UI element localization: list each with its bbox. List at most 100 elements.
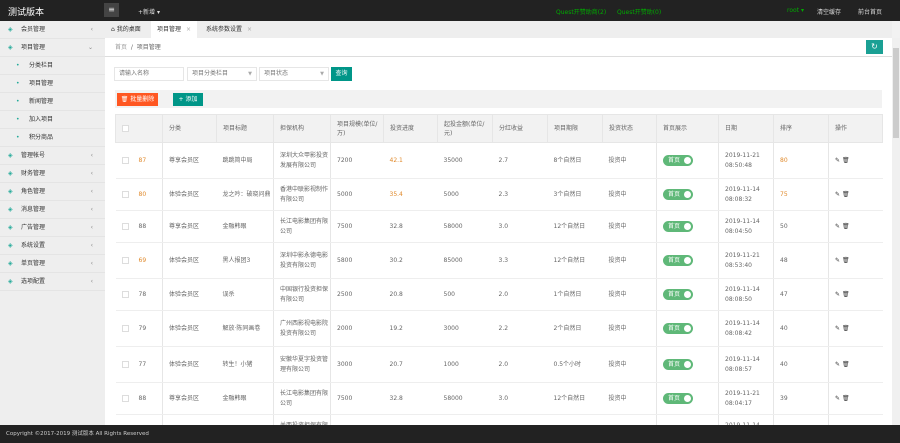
- tab-system-settings[interactable]: 系统参数设置 ×: [200, 21, 258, 38]
- category-select[interactable]: 项目分类栏目 ▼: [187, 67, 257, 81]
- cell-scale: 2000: [330, 310, 384, 347]
- row-checkbox[interactable]: [121, 190, 129, 198]
- sidebar-item[interactable]: • 积分商品: [0, 129, 105, 147]
- cell-date: 2019-11-14 08:08:50: [718, 278, 774, 311]
- tab-desktop[interactable]: ⌂ 我的桌面: [105, 21, 147, 38]
- sidebar-item[interactable]: • 项目管理: [0, 75, 105, 93]
- cell-status: 投资中: [602, 210, 657, 243]
- edit-icon[interactable]: ✎: [835, 256, 841, 264]
- column-header: 排序: [773, 114, 829, 143]
- cell-sort: 47: [773, 278, 829, 311]
- cell-yield: 3.0: [492, 210, 548, 243]
- row-checkbox[interactable]: [121, 156, 129, 164]
- refresh-button[interactable]: ↻: [866, 40, 883, 54]
- cell-cat: 体验会员区: [162, 242, 217, 279]
- settings-icon: ◈: [8, 242, 13, 249]
- query-button[interactable]: 查询: [331, 67, 352, 81]
- sidebar-item[interactable]: ◈ 系统设置 ‹: [0, 237, 105, 255]
- status-select[interactable]: 项目状态 ▼: [259, 67, 329, 81]
- row-checkbox[interactable]: [121, 324, 129, 332]
- cell-home: 首页: [656, 210, 719, 243]
- sidebar-item[interactable]: ◈ 财务管理 ‹: [0, 165, 105, 183]
- cell-yield: 2.3: [492, 178, 548, 211]
- cell-cat: 体验会员区: [162, 278, 217, 311]
- cell-term: 3个自然日: [547, 178, 603, 211]
- keyword-input[interactable]: 请输入名称: [114, 67, 184, 81]
- edit-icon[interactable]: ✎: [835, 290, 841, 298]
- row-checkbox[interactable]: [121, 290, 129, 298]
- sidebar-item[interactable]: ◈ 单页管理 ‹: [0, 255, 105, 273]
- cell-cat: 体验会员区: [162, 178, 217, 211]
- delete-icon[interactable]: 🗑: [841, 222, 850, 230]
- sidebar-item[interactable]: ◈ 会员管理 ‹: [0, 21, 105, 39]
- home-display-toggle[interactable]: 首页: [663, 155, 693, 166]
- delete-icon[interactable]: 🗑: [841, 190, 850, 198]
- add-button[interactable]: + 添加: [173, 93, 203, 106]
- tab-project-manage[interactable]: 项目管理 ×: [151, 21, 198, 38]
- frontend-home-link[interactable]: 前台首页: [858, 9, 883, 16]
- delete-icon[interactable]: 🗑: [841, 324, 850, 332]
- sidebar-item[interactable]: ◈ 选项配置 ‹: [0, 273, 105, 291]
- row-checkbox[interactable]: [121, 394, 129, 402]
- sidebar-item[interactable]: ◈ 广告管理 ‹: [0, 219, 105, 237]
- row-checkbox[interactable]: [121, 222, 129, 230]
- home-display-toggle[interactable]: 首页: [663, 359, 693, 370]
- home-display-toggle[interactable]: 首页: [663, 221, 693, 232]
- sidebar-item[interactable]: ◈ 消息管理 ‹: [0, 201, 105, 219]
- user-menu[interactable]: root ▾: [787, 7, 804, 14]
- new-dropdown[interactable]: +新增 ▾: [138, 9, 160, 16]
- home-display-toggle[interactable]: 首页: [663, 393, 693, 404]
- column-header: 投资进度: [383, 114, 438, 143]
- cell-cat: 体验会员区: [162, 310, 217, 347]
- sidebar-item[interactable]: ◈ 管理帐号 ‹: [0, 147, 105, 165]
- folder-icon: ◈: [8, 44, 13, 51]
- cell-yield: 3.0: [492, 382, 548, 415]
- home-display-toggle[interactable]: 首页: [663, 289, 693, 300]
- home-display-toggle[interactable]: 首页: [663, 255, 693, 266]
- topbar-link-2[interactable]: Quest开赞助(0): [617, 9, 662, 16]
- vertical-scrollbar[interactable]: [892, 38, 900, 425]
- cell-term: 12个自然日: [547, 210, 603, 243]
- cell-min: 10000: [437, 414, 493, 425]
- batch-delete-button[interactable]: 🗑 批量删除: [117, 93, 158, 106]
- sidebar-item-label: 选项配置: [21, 278, 46, 285]
- topbar-link-1[interactable]: Quest开赞助商(2): [556, 9, 607, 16]
- delete-icon[interactable]: 🗑: [841, 394, 850, 402]
- select-all-checkbox[interactable]: [122, 125, 129, 132]
- delete-icon[interactable]: 🗑: [841, 290, 850, 298]
- row-checkbox[interactable]: [121, 256, 129, 264]
- sidebar-item[interactable]: • 加入项目: [0, 111, 105, 129]
- chevron-icon: ‹: [90, 242, 93, 249]
- cell-org: 香港中联影视制作有限公司: [273, 178, 331, 211]
- home-display-toggle[interactable]: 首页: [663, 189, 693, 200]
- cell-sort: 50: [773, 210, 829, 243]
- close-icon[interactable]: ×: [247, 26, 253, 33]
- clear-cache-link[interactable]: 清空缓存: [817, 9, 842, 16]
- edit-icon[interactable]: ✎: [835, 394, 841, 402]
- sidebar-item[interactable]: ◈ 项目管理 ⌄: [0, 39, 105, 57]
- delete-icon[interactable]: 🗑: [841, 360, 850, 368]
- cell-home: 首页: [656, 346, 719, 383]
- scrollbar-thumb[interactable]: [893, 48, 899, 138]
- close-icon[interactable]: ×: [186, 26, 192, 33]
- edit-icon[interactable]: ✎: [835, 156, 841, 164]
- edit-icon[interactable]: ✎: [835, 324, 841, 332]
- sidebar-item[interactable]: • 分类栏目: [0, 57, 105, 75]
- menu-toggle-button[interactable]: ≡: [104, 3, 119, 17]
- cell-min: 58000: [437, 210, 493, 243]
- home-display-toggle[interactable]: 首页: [663, 323, 693, 334]
- sidebar-item[interactable]: • 新闻管理: [0, 93, 105, 111]
- row-checkbox[interactable]: [121, 360, 129, 368]
- edit-icon[interactable]: ✎: [835, 190, 841, 198]
- cell-home: 首页: [656, 414, 719, 425]
- cell-sort: 38: [773, 414, 829, 425]
- cell-status: 投资中: [602, 346, 657, 383]
- delete-icon[interactable]: 🗑: [841, 256, 850, 264]
- breadcrumb-home[interactable]: 首页: [115, 44, 128, 51]
- delete-icon[interactable]: 🗑: [841, 156, 850, 164]
- edit-icon[interactable]: ✎: [835, 222, 841, 230]
- edit-icon[interactable]: ✎: [835, 360, 841, 368]
- cell-ops: ✎ 🗑: [828, 210, 883, 243]
- chevron-icon: ‹: [90, 206, 93, 213]
- sidebar-item[interactable]: ◈ 角色管理 ‹: [0, 183, 105, 201]
